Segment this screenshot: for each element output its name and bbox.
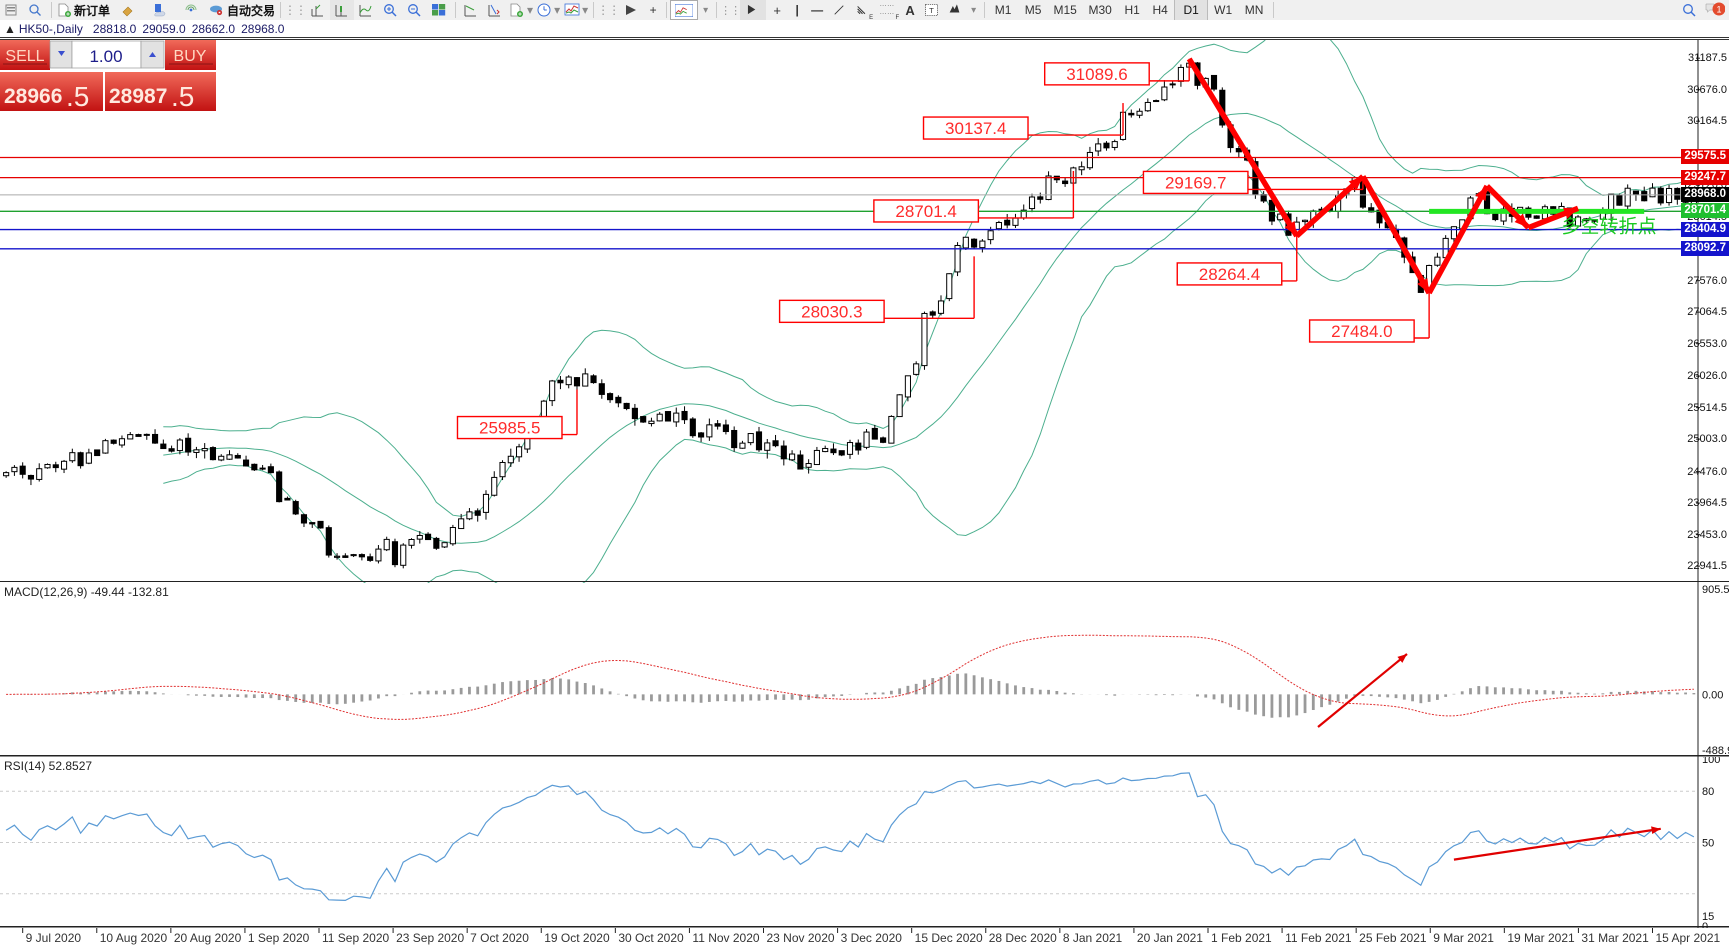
svg-text:3 Dec 2020: 3 Dec 2020 <box>841 931 903 945</box>
svg-text:28987: 28987 <box>109 85 167 108</box>
svg-text:0.00: 0.00 <box>1702 689 1723 701</box>
svg-text:MACD(12,26,9) -49.44 -132.81: MACD(12,26,9) -49.44 -132.81 <box>4 585 169 599</box>
svg-text:1 Sep 2020: 1 Sep 2020 <box>248 931 310 945</box>
svg-text:28 Dec 2020: 28 Dec 2020 <box>989 931 1057 945</box>
svg-text:11 Nov 2020: 11 Nov 2020 <box>692 931 759 945</box>
svg-text:19 Oct 2020: 19 Oct 2020 <box>544 931 610 945</box>
svg-text:7 Oct 2020: 7 Oct 2020 <box>470 931 529 945</box>
svg-text:11 Sep 2020: 11 Sep 2020 <box>322 931 389 945</box>
svg-text:15 Dec 2020: 15 Dec 2020 <box>915 931 983 945</box>
svg-text:T: T <box>929 6 934 15</box>
svg-text:20 Aug 2020: 20 Aug 2020 <box>174 931 242 945</box>
svg-text:19 Mar 2021: 19 Mar 2021 <box>1507 931 1575 945</box>
svg-text:905.5: 905.5 <box>1702 584 1729 596</box>
svg-text:25 Feb 2021: 25 Feb 2021 <box>1359 931 1427 945</box>
svg-text:BUY: BUY <box>174 48 207 65</box>
svg-text:23 Sep 2020: 23 Sep 2020 <box>396 931 464 945</box>
svg-text:0: 0 <box>1702 921 1708 928</box>
svg-text:.5: .5 <box>171 81 194 111</box>
svg-text:9 Jul 2020: 9 Jul 2020 <box>26 931 82 945</box>
svg-text:1: 1 <box>1716 4 1721 14</box>
svg-text:100: 100 <box>1702 757 1720 766</box>
svg-text:30 Oct 2020: 30 Oct 2020 <box>618 931 684 945</box>
svg-text:.5: .5 <box>66 81 89 111</box>
svg-text:31 Mar 2021: 31 Mar 2021 <box>1581 931 1649 945</box>
svg-text:50: 50 <box>1702 838 1714 850</box>
svg-text:1 Feb 2021: 1 Feb 2021 <box>1211 931 1272 945</box>
svg-text:9 Mar 2021: 9 Mar 2021 <box>1433 931 1494 945</box>
svg-text:28966: 28966 <box>4 85 62 108</box>
svg-text:8 Jan 2021: 8 Jan 2021 <box>1063 931 1123 945</box>
svg-text:20 Jan 2021: 20 Jan 2021 <box>1137 931 1203 945</box>
svg-text:RSI(14) 52.8527: RSI(14) 52.8527 <box>4 759 92 773</box>
svg-text:11 Feb 2021: 11 Feb 2021 <box>1285 931 1352 945</box>
svg-text:23 Nov 2020: 23 Nov 2020 <box>767 931 835 945</box>
svg-text:15 Apr 2021: 15 Apr 2021 <box>1655 931 1720 945</box>
svg-text:SELL: SELL <box>5 48 44 65</box>
svg-text:1.00: 1.00 <box>89 47 122 66</box>
svg-text:10 Aug 2020: 10 Aug 2020 <box>100 931 168 945</box>
svg-text:80: 80 <box>1702 786 1714 798</box>
